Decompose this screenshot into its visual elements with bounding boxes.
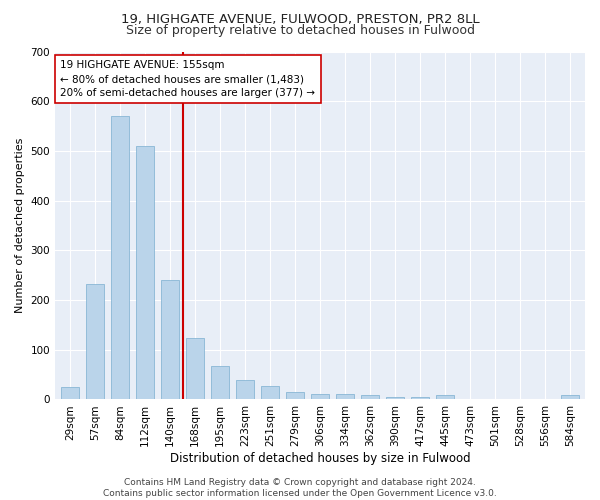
- Bar: [311, 394, 329, 400]
- Bar: [361, 396, 379, 400]
- Text: 19, HIGHGATE AVENUE, FULWOOD, PRESTON, PR2 8LL: 19, HIGHGATE AVENUE, FULWOOD, PRESTON, P…: [121, 12, 479, 26]
- X-axis label: Distribution of detached houses by size in Fulwood: Distribution of detached houses by size …: [170, 452, 470, 465]
- Bar: [236, 380, 254, 400]
- Bar: [185, 338, 205, 400]
- Bar: [161, 280, 179, 400]
- Bar: [110, 116, 130, 400]
- Bar: [386, 397, 404, 400]
- Bar: [136, 146, 154, 400]
- Bar: [410, 397, 430, 400]
- Text: Size of property relative to detached houses in Fulwood: Size of property relative to detached ho…: [125, 24, 475, 37]
- Bar: [286, 392, 304, 400]
- Bar: [211, 366, 229, 400]
- Bar: [61, 387, 79, 400]
- Bar: [436, 396, 454, 400]
- Bar: [260, 386, 280, 400]
- Text: Contains HM Land Registry data © Crown copyright and database right 2024.
Contai: Contains HM Land Registry data © Crown c…: [103, 478, 497, 498]
- Bar: [86, 284, 104, 400]
- Bar: [335, 394, 355, 400]
- Y-axis label: Number of detached properties: Number of detached properties: [15, 138, 25, 313]
- Bar: [560, 396, 580, 400]
- Text: 19 HIGHGATE AVENUE: 155sqm
← 80% of detached houses are smaller (1,483)
20% of s: 19 HIGHGATE AVENUE: 155sqm ← 80% of deta…: [61, 60, 316, 98]
